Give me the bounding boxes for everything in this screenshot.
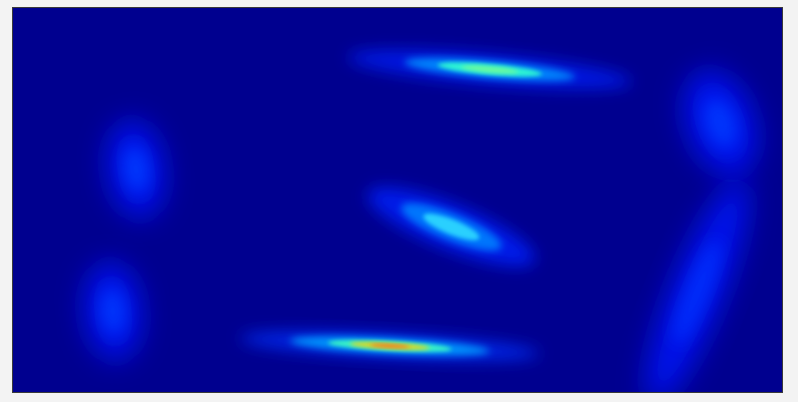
heatmap-canvas bbox=[13, 8, 782, 392]
blob-right-upper bbox=[683, 70, 758, 176]
heatmap-plot-area bbox=[12, 7, 783, 393]
blob-right-upper-layer-1 bbox=[703, 98, 738, 148]
blob-top-center-layer-3 bbox=[461, 65, 519, 74]
blob-middle-center bbox=[367, 187, 536, 267]
blob-middle-center-layer-2 bbox=[423, 213, 480, 241]
blob-top-center bbox=[347, 50, 632, 89]
blob-right-arc-layer-1 bbox=[673, 240, 721, 344]
blob-bottom-center bbox=[240, 331, 540, 361]
blob-bottom-center-layer-4 bbox=[369, 344, 410, 348]
blob-left-upper bbox=[106, 120, 166, 219]
blob-left-lower-layer-1 bbox=[99, 288, 127, 335]
blob-right-arc bbox=[646, 180, 749, 392]
blob-left-upper-layer-1 bbox=[122, 146, 150, 192]
heatmap-blobs bbox=[84, 50, 758, 392]
blob-left-lower bbox=[84, 262, 142, 361]
